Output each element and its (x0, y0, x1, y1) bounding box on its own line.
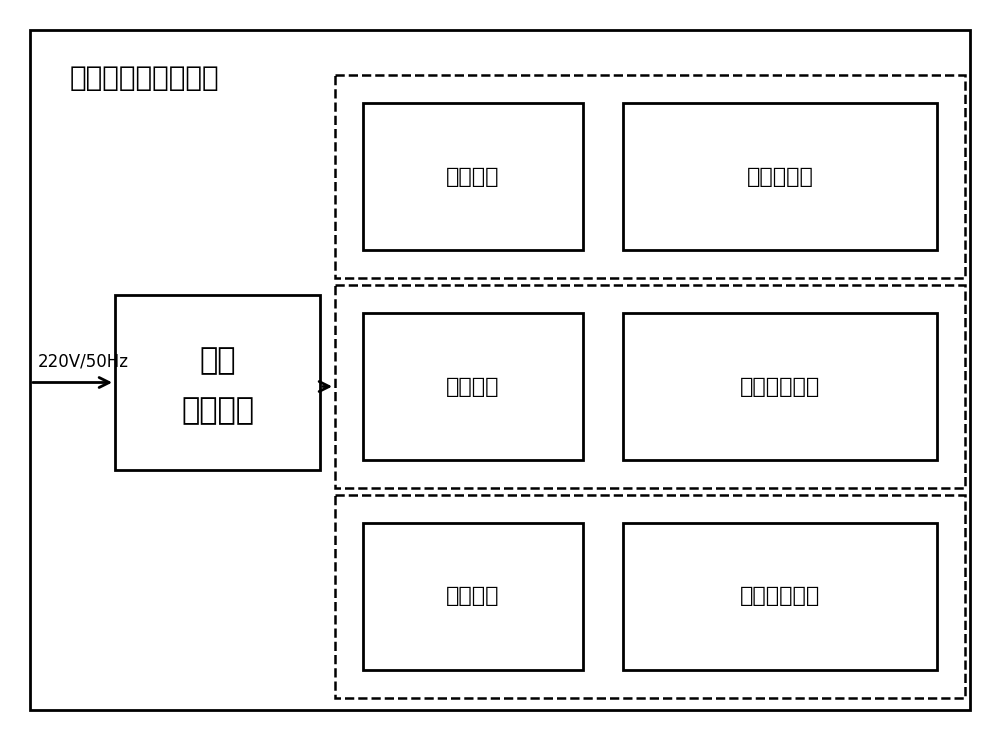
Bar (335, 285, 965, 488)
Bar (623, 313, 937, 460)
Text: 220V/50Hz: 220V/50Hz (38, 352, 129, 371)
Text: 整流变压: 整流变压 (181, 396, 254, 425)
Bar (623, 523, 937, 670)
Text: 中间量程通道: 中间量程通道 (740, 377, 820, 397)
Text: 稳压电路: 稳压电路 (446, 587, 500, 607)
Text: 堆外核仪表系统机柜: 堆外核仪表系统机柜 (70, 64, 220, 92)
Text: 稳压电路: 稳压电路 (446, 167, 500, 186)
Bar (335, 495, 965, 698)
Bar (335, 75, 965, 278)
Bar (115, 295, 320, 470)
Text: 源量程通道: 源量程通道 (747, 167, 813, 186)
Bar (363, 103, 583, 250)
Text: 功率量程通道: 功率量程通道 (740, 587, 820, 607)
Text: 稳压电路: 稳压电路 (446, 377, 500, 397)
Bar (363, 313, 583, 460)
Bar (623, 103, 937, 250)
Bar (363, 523, 583, 670)
Text: 滤波: 滤波 (199, 346, 236, 375)
